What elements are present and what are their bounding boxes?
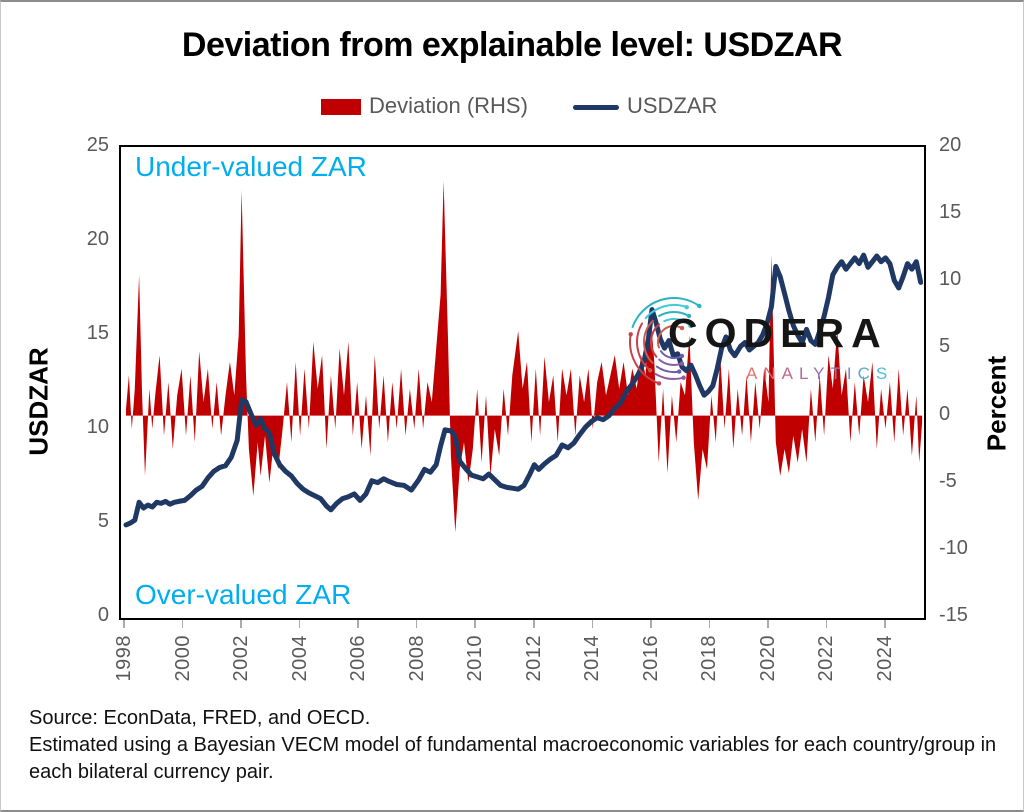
y-right-tick-label: -5	[939, 469, 957, 492]
legend-label-usdzar: USDZAR	[627, 93, 718, 118]
x-axis-tick	[415, 620, 418, 628]
x-axis-label: 2002	[230, 635, 277, 682]
footer-source: Source: EconData, FRED, and OECD.	[29, 707, 371, 729]
codera-subtitle-letter: Y	[813, 364, 831, 383]
x-axis-label-text: 2002	[230, 635, 253, 682]
x-axis-label-text: 2008	[405, 635, 428, 682]
codera-subtitle-letter: S	[875, 364, 894, 383]
y-right-tick-label: 10	[939, 268, 962, 291]
x-axis-label: 2010	[464, 635, 511, 682]
x-axis-label-text: 2014	[581, 635, 604, 682]
y-right-tick-label: 15	[939, 201, 962, 224]
y-left-tick-label: 0	[97, 604, 109, 626]
legend-label-deviation: Deviation (RHS)	[369, 93, 528, 118]
legend: Deviation (RHS) USDZAR	[1, 90, 1023, 124]
x-axis-tick	[474, 620, 476, 628]
chart-title: Deviation from explainable level: USDZAR	[181, 26, 843, 64]
codera-subtitle-letter: C	[857, 364, 876, 383]
x-axis-label-text: 2016	[639, 635, 662, 682]
y-right-tick-label: 0	[939, 402, 951, 425]
y-right-tick-label: -10	[939, 536, 968, 559]
x-axis-tick	[650, 620, 652, 628]
x-axis-tick	[767, 620, 769, 628]
x-axis-label: 2006	[347, 635, 394, 682]
x-axis-tick	[181, 620, 184, 628]
x-axis-label: 2018	[698, 635, 745, 682]
usdzar-line-series	[123, 252, 923, 528]
footer-notes: Source: EconData, FRED, and OECD. Estima…	[29, 705, 996, 786]
codera-subtitle-letter: T	[830, 364, 847, 383]
x-axis-tick	[123, 620, 125, 628]
y-right-tick-label: -15	[939, 604, 968, 626]
y-left-tick-label: 10	[86, 416, 109, 438]
plot-area: Under-valued ZAR Over-valued ZAR	[119, 145, 926, 620]
chart-canvas	[123, 180, 923, 533]
codera-subtitle-letter: A	[781, 364, 799, 383]
annotation-undervalued: Under-valued ZAR	[135, 151, 367, 182]
x-axis-label: 2022	[815, 635, 862, 682]
x-axis-tick	[825, 620, 828, 628]
x-axis-label-text: 2024	[873, 635, 896, 682]
codera-subtitle-letter: N	[763, 364, 782, 383]
legend-swatch-deviation	[321, 99, 361, 115]
x-axis-label: 2012	[523, 635, 570, 682]
annotation-overvalued: Over-valued ZAR	[135, 579, 352, 610]
y-left-tick-label: 20	[86, 228, 109, 250]
x-axis-tick	[533, 620, 535, 628]
codera-wordmark: CODERA	[668, 310, 888, 356]
y-right-tick-label: 20	[939, 134, 962, 156]
codera-subtitle-letter: L	[798, 364, 814, 383]
y-left-tick-label: 5	[97, 510, 109, 532]
x-axis-label: 2004	[289, 635, 336, 682]
x-axis-label-text: 2010	[464, 635, 487, 682]
x-axis-label-text: 2020	[756, 635, 779, 682]
x-axis-label: 2020	[757, 635, 804, 682]
x-axis-tick	[298, 620, 301, 628]
codera-logo: CODERA ANALYTICS	[624, 294, 904, 402]
x-axis-label: 1998	[113, 635, 160, 682]
footer-note-1: Estimated using a Bayesian VECM model of…	[29, 734, 997, 756]
x-axis-label-text: 2012	[522, 635, 545, 682]
x-axis-label: 2014	[581, 635, 628, 682]
y-left-tick-label: 25	[86, 134, 109, 156]
x-axis-label-text: 2006	[347, 635, 370, 682]
y-axis-left-title: USDZAR	[23, 347, 54, 456]
y-left-tick-label: 15	[86, 322, 109, 344]
x-axis-label-text: 2000	[171, 635, 194, 682]
x-axis-label: 2008	[406, 635, 453, 682]
x-axis-tick	[591, 620, 594, 628]
x-axis-tick	[240, 620, 242, 628]
codera-subtitle: ANALYTICS	[746, 364, 893, 384]
x-axis-tick	[357, 620, 359, 628]
x-axis-label-text: 2004	[288, 635, 311, 682]
legend-swatch-usdzar	[573, 105, 619, 110]
codera-arc-icon	[628, 296, 702, 386]
x-axis-label: 2000	[172, 635, 219, 682]
x-axis-tick	[884, 620, 886, 628]
footer-note-2: each bilateral currency pair.	[29, 761, 274, 783]
x-axis-label-text: 2022	[815, 635, 838, 682]
x-axis-label-text: 1998	[112, 635, 135, 682]
x-axis-label-text: 2018	[698, 635, 721, 682]
x-axis-label: 2016	[640, 635, 687, 682]
y-right-tick-label: 5	[939, 335, 951, 358]
codera-subtitle-letter: A	[746, 364, 764, 383]
codera-subtitle-letter: I	[846, 364, 858, 383]
x-axis-label: 2024	[874, 635, 921, 682]
x-axis-tick	[708, 620, 711, 628]
